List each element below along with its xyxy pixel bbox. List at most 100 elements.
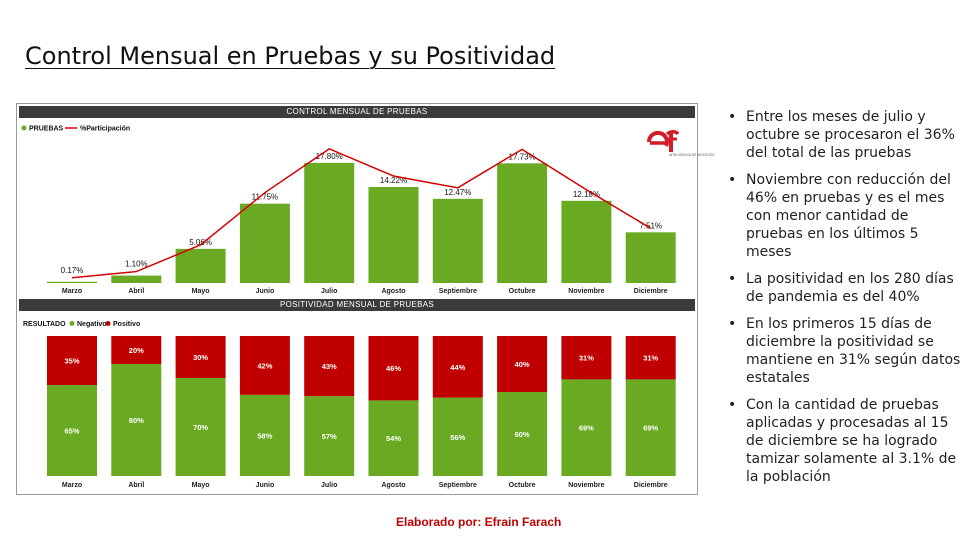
x-tick-label: Marzo — [62, 288, 82, 295]
legend-negative-label: Negativo — [77, 321, 107, 328]
positive-data-label: 40% — [515, 360, 530, 369]
legend-positive-label: Positivo — [113, 321, 140, 328]
note-item: • Noviembre con reducción del 46% en prue… — [728, 172, 951, 260]
x-tick-label: Mayo — [192, 482, 210, 489]
tests-bar — [368, 187, 419, 283]
positive-data-label: 31% — [643, 354, 658, 363]
x-tick-label: Abril — [128, 482, 144, 489]
tests-bar — [625, 232, 676, 283]
x-tick-label: Junio — [256, 288, 275, 295]
positive-segment — [368, 336, 419, 401]
legend-pruebas-swatch — [21, 125, 27, 131]
tests-bar — [432, 198, 483, 283]
x-tick-label: Julio — [321, 288, 337, 295]
x-tick-label: Agosto — [381, 288, 405, 295]
tests-data-label: 7.51% — [639, 221, 662, 230]
x-tick-label: Julio — [321, 482, 337, 489]
tests-bar — [239, 203, 290, 283]
x-tick-label: Noviembre — [568, 288, 604, 295]
negative-data-label: 70% — [193, 423, 208, 432]
x-tick-label: Diciembre — [634, 288, 668, 295]
positivity-chart: RESULTADO Negativo Positivo 65% 35% Marzo 80% 2… — [23, 321, 676, 489]
tests-bar — [304, 162, 355, 283]
negative-data-label: 69% — [579, 424, 594, 433]
tests-data-label: 1.10% — [125, 260, 148, 269]
note-item: • En los primeros 15 días de diciembre la… — [728, 316, 961, 386]
x-tick-label: Noviembre — [568, 482, 604, 489]
tests-data-label: 11.75% — [252, 193, 279, 202]
chart-dashboard: CONTROL MENSUAL DE PRUEBAS POSITIVIDAD M… — [16, 103, 714, 495]
positive-segment — [625, 336, 676, 380]
tests-data-label: 17.80% — [316, 152, 343, 161]
positive-segment — [175, 336, 226, 378]
negative-data-label: 57% — [322, 432, 337, 441]
negative-segment — [175, 378, 226, 476]
negative-segment — [368, 400, 419, 476]
bullet-icon: • — [728, 172, 737, 188]
negative-segment — [625, 379, 676, 476]
x-tick-label: Mayo — [192, 288, 210, 295]
x-tick-label: Diciembre — [634, 482, 668, 489]
tests-data-label: 12.47% — [444, 188, 471, 197]
tests-bar — [47, 281, 97, 283]
tests-chart-title: CONTROL MENSUAL DE PRUEBAS — [19, 106, 695, 118]
tests-chart: PRUEBAS %Participación 0.17% Marzo 1.10% Abri… — [21, 125, 676, 295]
positive-segment — [304, 336, 355, 397]
negative-data-label: 58% — [257, 431, 272, 440]
x-tick-label: Junio — [256, 482, 275, 489]
negative-segment — [47, 385, 97, 476]
tests-data-label: 12.18% — [573, 190, 600, 199]
negative-data-label: 69% — [643, 424, 658, 433]
positive-data-label: 30% — [193, 353, 208, 362]
tests-data-label: 14.22% — [380, 176, 407, 185]
positive-segment — [47, 336, 97, 385]
negative-segment — [239, 394, 290, 476]
legend-negative-swatch — [69, 321, 75, 326]
legend-positive-swatch — [105, 321, 111, 326]
positive-data-label: 35% — [64, 357, 79, 366]
negative-data-label: 54% — [386, 434, 401, 443]
tests-bar — [111, 275, 162, 283]
tests-data-label: 17.73% — [509, 152, 536, 161]
participation-line — [71, 148, 652, 279]
bullet-icon: • — [728, 316, 737, 332]
negative-data-label: 80% — [129, 416, 144, 425]
x-tick-label: Marzo — [62, 482, 82, 489]
legend-title: RESULTADO — [23, 321, 66, 328]
positive-data-label: 42% — [257, 361, 272, 370]
tests-bar — [175, 248, 226, 283]
x-tick-label: Octubre — [509, 288, 536, 295]
credit-text: Elaborado por: Efrain Farach — [396, 515, 562, 529]
negative-data-label: 60% — [515, 430, 530, 439]
positive-data-label: 46% — [386, 364, 401, 373]
x-tick-label: Agosto — [381, 482, 405, 489]
note-item: • Con la cantidad de pruebas aplicadas y … — [728, 397, 957, 485]
negative-segment — [111, 364, 162, 476]
negative-segment — [561, 379, 612, 476]
negative-data-label: 56% — [450, 433, 465, 442]
bullet-icon: • — [728, 397, 737, 413]
legend-participation-label: %Participación — [80, 126, 130, 133]
note-item: • Entre los meses de julio y octubre se p… — [728, 109, 955, 161]
legend-pruebas-label: PRUEBAS — [29, 126, 64, 133]
x-tick-label: Octubre — [509, 482, 536, 489]
x-tick-label: Abril — [128, 288, 144, 295]
bullet-icon: • — [728, 271, 737, 287]
x-tick-label: Septiembre — [439, 482, 477, 489]
logo-icon: INTELIGENCIA DE NEGOCIOS — [646, 130, 714, 157]
negative-data-label: 65% — [64, 427, 79, 436]
negative-segment — [304, 396, 355, 476]
x-tick-label: Septiembre — [439, 288, 477, 295]
positive-segment — [497, 336, 548, 392]
tests-bar — [497, 163, 548, 283]
positive-data-label: 20% — [129, 346, 144, 355]
positive-segment — [561, 336, 612, 380]
note-item: • La positividad en los 280 días de pande… — [728, 271, 954, 305]
positivity-chart-title: POSITIVIDAD MENSUAL DE PRUEBAS — [19, 299, 695, 311]
negative-segment — [432, 397, 483, 476]
positive-data-label: 43% — [322, 362, 337, 371]
positive-data-label: 44% — [450, 363, 465, 372]
positive-segment — [432, 336, 483, 398]
bullet-icon: • — [728, 109, 737, 125]
page-title: Control Mensual en Pruebas y su Positivi… — [25, 42, 556, 70]
